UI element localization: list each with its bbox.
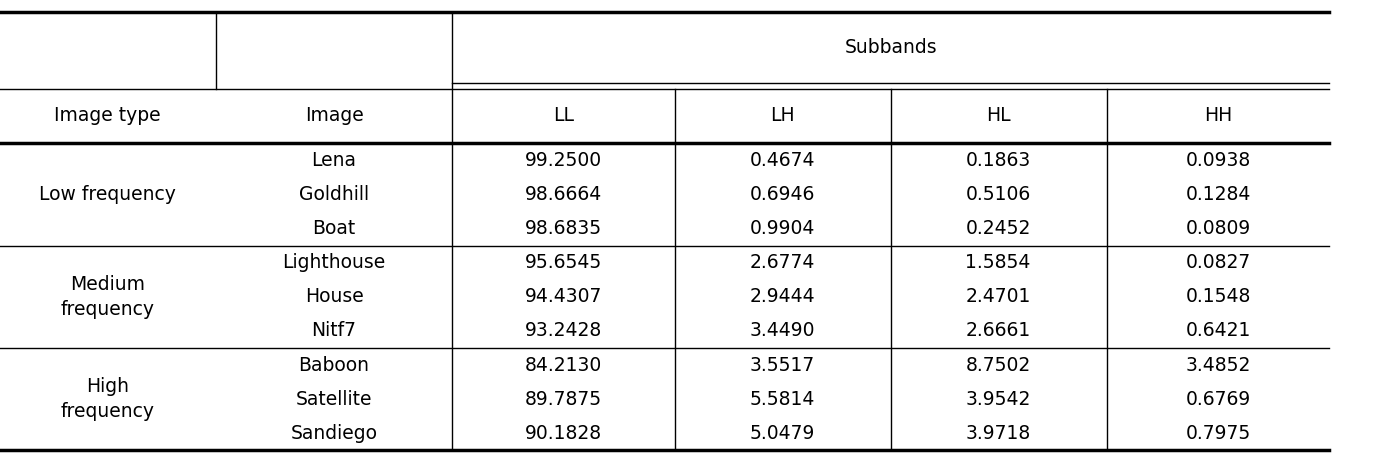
Text: Subbands: Subbands xyxy=(845,38,937,57)
Text: 0.4674: 0.4674 xyxy=(749,151,816,170)
Text: 98.6664: 98.6664 xyxy=(525,185,603,204)
Text: 0.0827: 0.0827 xyxy=(1186,253,1250,272)
Text: 93.2428: 93.2428 xyxy=(525,322,603,340)
Text: 0.7975: 0.7975 xyxy=(1186,424,1250,443)
Text: 0.5106: 0.5106 xyxy=(966,185,1030,204)
Text: Lighthouse: Lighthouse xyxy=(283,253,386,272)
Text: 3.9718: 3.9718 xyxy=(966,424,1030,443)
Text: 0.1548: 0.1548 xyxy=(1186,287,1250,306)
Text: 3.4852: 3.4852 xyxy=(1186,356,1250,375)
Text: 0.9904: 0.9904 xyxy=(750,219,814,238)
Text: House: House xyxy=(305,287,363,306)
Text: 94.4307: 94.4307 xyxy=(525,287,603,306)
Text: 5.0479: 5.0479 xyxy=(750,424,814,443)
Text: 0.1284: 0.1284 xyxy=(1186,185,1250,204)
Text: 98.6835: 98.6835 xyxy=(525,219,603,238)
Text: Satellite: Satellite xyxy=(296,390,372,409)
Text: 5.5814: 5.5814 xyxy=(750,390,814,409)
Text: Goldhill: Goldhill xyxy=(299,185,369,204)
Text: Medium
frequency: Medium frequency xyxy=(60,275,155,319)
Text: 2.4701: 2.4701 xyxy=(966,287,1030,306)
Text: Sandiego: Sandiego xyxy=(291,424,377,443)
Text: Nitf7: Nitf7 xyxy=(312,322,356,340)
Text: 0.1863: 0.1863 xyxy=(966,151,1030,170)
Text: 0.0938: 0.0938 xyxy=(1186,151,1250,170)
Text: 99.2500: 99.2500 xyxy=(525,151,603,170)
Text: 89.7875: 89.7875 xyxy=(525,390,603,409)
Text: 0.2452: 0.2452 xyxy=(966,219,1030,238)
Text: HL: HL xyxy=(986,106,1011,126)
Text: 3.5517: 3.5517 xyxy=(750,356,814,375)
Text: 2.6774: 2.6774 xyxy=(750,253,814,272)
Text: HH: HH xyxy=(1204,106,1232,126)
Text: Boat: Boat xyxy=(312,219,356,238)
Text: Image type: Image type xyxy=(54,106,160,126)
Text: Low frequency: Low frequency xyxy=(39,185,175,204)
Text: 1.5854: 1.5854 xyxy=(966,253,1030,272)
Text: 8.7502: 8.7502 xyxy=(966,356,1030,375)
Text: LH: LH xyxy=(770,106,795,126)
Text: 3.4490: 3.4490 xyxy=(749,322,816,340)
Text: 0.6769: 0.6769 xyxy=(1186,390,1250,409)
Text: Lena: Lena xyxy=(312,151,356,170)
Text: High
frequency: High frequency xyxy=(60,377,155,421)
Text: 0.6946: 0.6946 xyxy=(750,185,814,204)
Text: 95.6545: 95.6545 xyxy=(525,253,603,272)
Text: 0.6421: 0.6421 xyxy=(1186,322,1250,340)
Text: Baboon: Baboon xyxy=(298,356,370,375)
Text: 84.2130: 84.2130 xyxy=(525,356,603,375)
Text: Image: Image xyxy=(305,106,363,126)
Text: 3.9542: 3.9542 xyxy=(966,390,1030,409)
Text: 2.6661: 2.6661 xyxy=(966,322,1030,340)
Text: 2.9444: 2.9444 xyxy=(749,287,816,306)
Text: 90.1828: 90.1828 xyxy=(525,424,603,443)
Text: 0.0809: 0.0809 xyxy=(1186,219,1250,238)
Text: LL: LL xyxy=(553,106,575,126)
